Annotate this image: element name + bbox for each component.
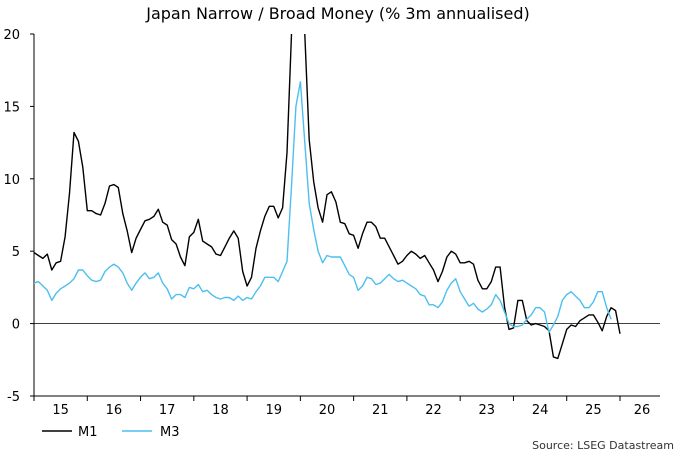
y-tick-label: 10 bbox=[3, 173, 20, 188]
x-tick-label: 24 bbox=[532, 403, 549, 418]
x-tick-label: 26 bbox=[634, 403, 651, 418]
x-tick-label: 20 bbox=[319, 403, 336, 418]
x-tick-label: 19 bbox=[265, 403, 282, 418]
x-tick-label: 25 bbox=[585, 403, 602, 418]
legend-label-m3: M3 bbox=[160, 425, 180, 440]
series-line-m3 bbox=[34, 81, 612, 333]
x-tick-label: 23 bbox=[479, 403, 496, 418]
x-tick-label: 16 bbox=[106, 403, 123, 418]
x-ticks: 15 16 17 18 19 20 21 22 23 24 25 26 bbox=[33, 396, 651, 418]
y-ticks: -5 0 5 10 15 20 bbox=[3, 28, 34, 405]
y-tick-label: 20 bbox=[3, 28, 20, 43]
y-tick-label: 0 bbox=[12, 318, 20, 333]
x-tick-label: 18 bbox=[212, 403, 229, 418]
x-tick-label: 22 bbox=[425, 403, 442, 418]
chart-title: Japan Narrow / Broad Money (% 3m annuali… bbox=[145, 4, 530, 23]
y-tick-label: -5 bbox=[7, 390, 20, 405]
series-lines bbox=[34, 34, 621, 360]
plot-area: -5 0 5 10 15 20 15 16 17 18 19 20 21 22 23 24 25 26 bbox=[3, 28, 660, 418]
y-tick-label: 15 bbox=[3, 100, 20, 115]
series-line-m1 bbox=[34, 34, 621, 360]
legend: M1 M3 bbox=[42, 425, 180, 440]
legend-label-m1: M1 bbox=[78, 425, 98, 440]
source-note: Source: LSEG Datastream bbox=[532, 439, 674, 452]
y-tick-label: 5 bbox=[12, 245, 20, 260]
x-tick-label: 15 bbox=[52, 403, 69, 418]
x-tick-label: 17 bbox=[159, 403, 176, 418]
x-tick-label: 21 bbox=[372, 403, 389, 418]
